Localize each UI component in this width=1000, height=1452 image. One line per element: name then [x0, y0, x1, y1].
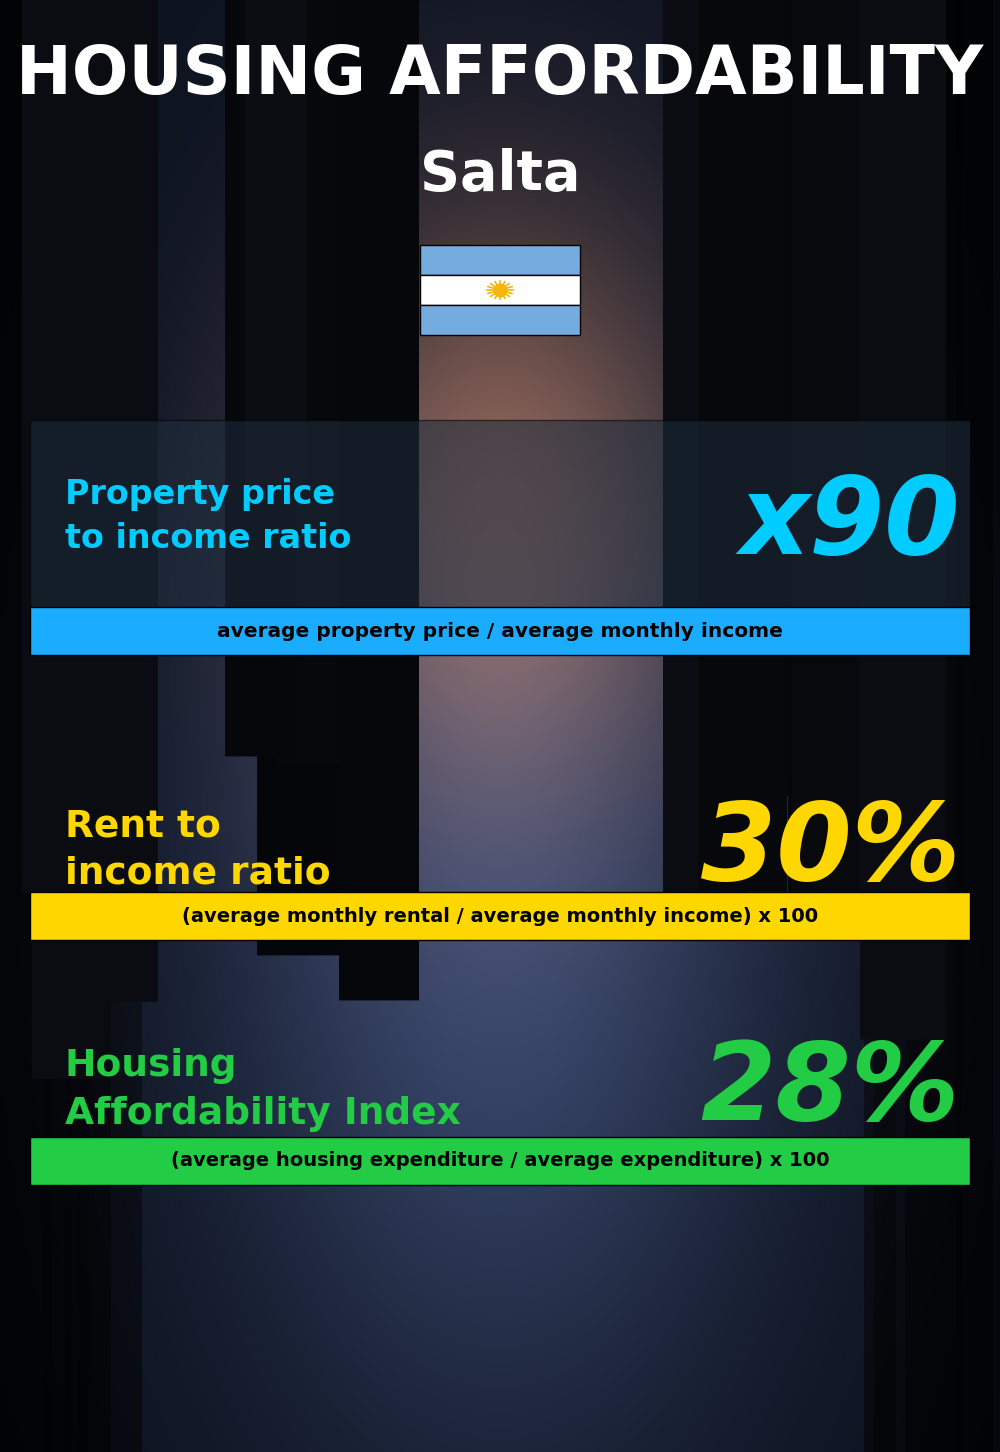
Text: x90: x90: [739, 470, 960, 576]
Text: 30%: 30%: [701, 797, 960, 903]
Text: (average housing expenditure / average expenditure) x 100: (average housing expenditure / average e…: [171, 1151, 829, 1170]
Text: Property price
to income ratio: Property price to income ratio: [65, 478, 351, 555]
Text: 28%: 28%: [701, 1037, 960, 1143]
FancyBboxPatch shape: [30, 892, 970, 939]
FancyBboxPatch shape: [30, 420, 970, 650]
FancyBboxPatch shape: [30, 607, 970, 655]
Text: Housing
Affordability Index: Housing Affordability Index: [65, 1048, 461, 1131]
Text: average property price / average monthly income: average property price / average monthly…: [217, 621, 783, 640]
FancyBboxPatch shape: [30, 1137, 970, 1185]
Text: (average monthly rental / average monthly income) x 100: (average monthly rental / average monthl…: [182, 906, 818, 925]
FancyBboxPatch shape: [420, 305, 580, 335]
Text: Rent to
income ratio: Rent to income ratio: [65, 809, 331, 892]
Text: HOUSING AFFORDABILITY: HOUSING AFFORDABILITY: [16, 42, 984, 107]
FancyBboxPatch shape: [420, 274, 580, 305]
FancyBboxPatch shape: [420, 245, 580, 274]
Text: Salta: Salta: [420, 148, 580, 202]
